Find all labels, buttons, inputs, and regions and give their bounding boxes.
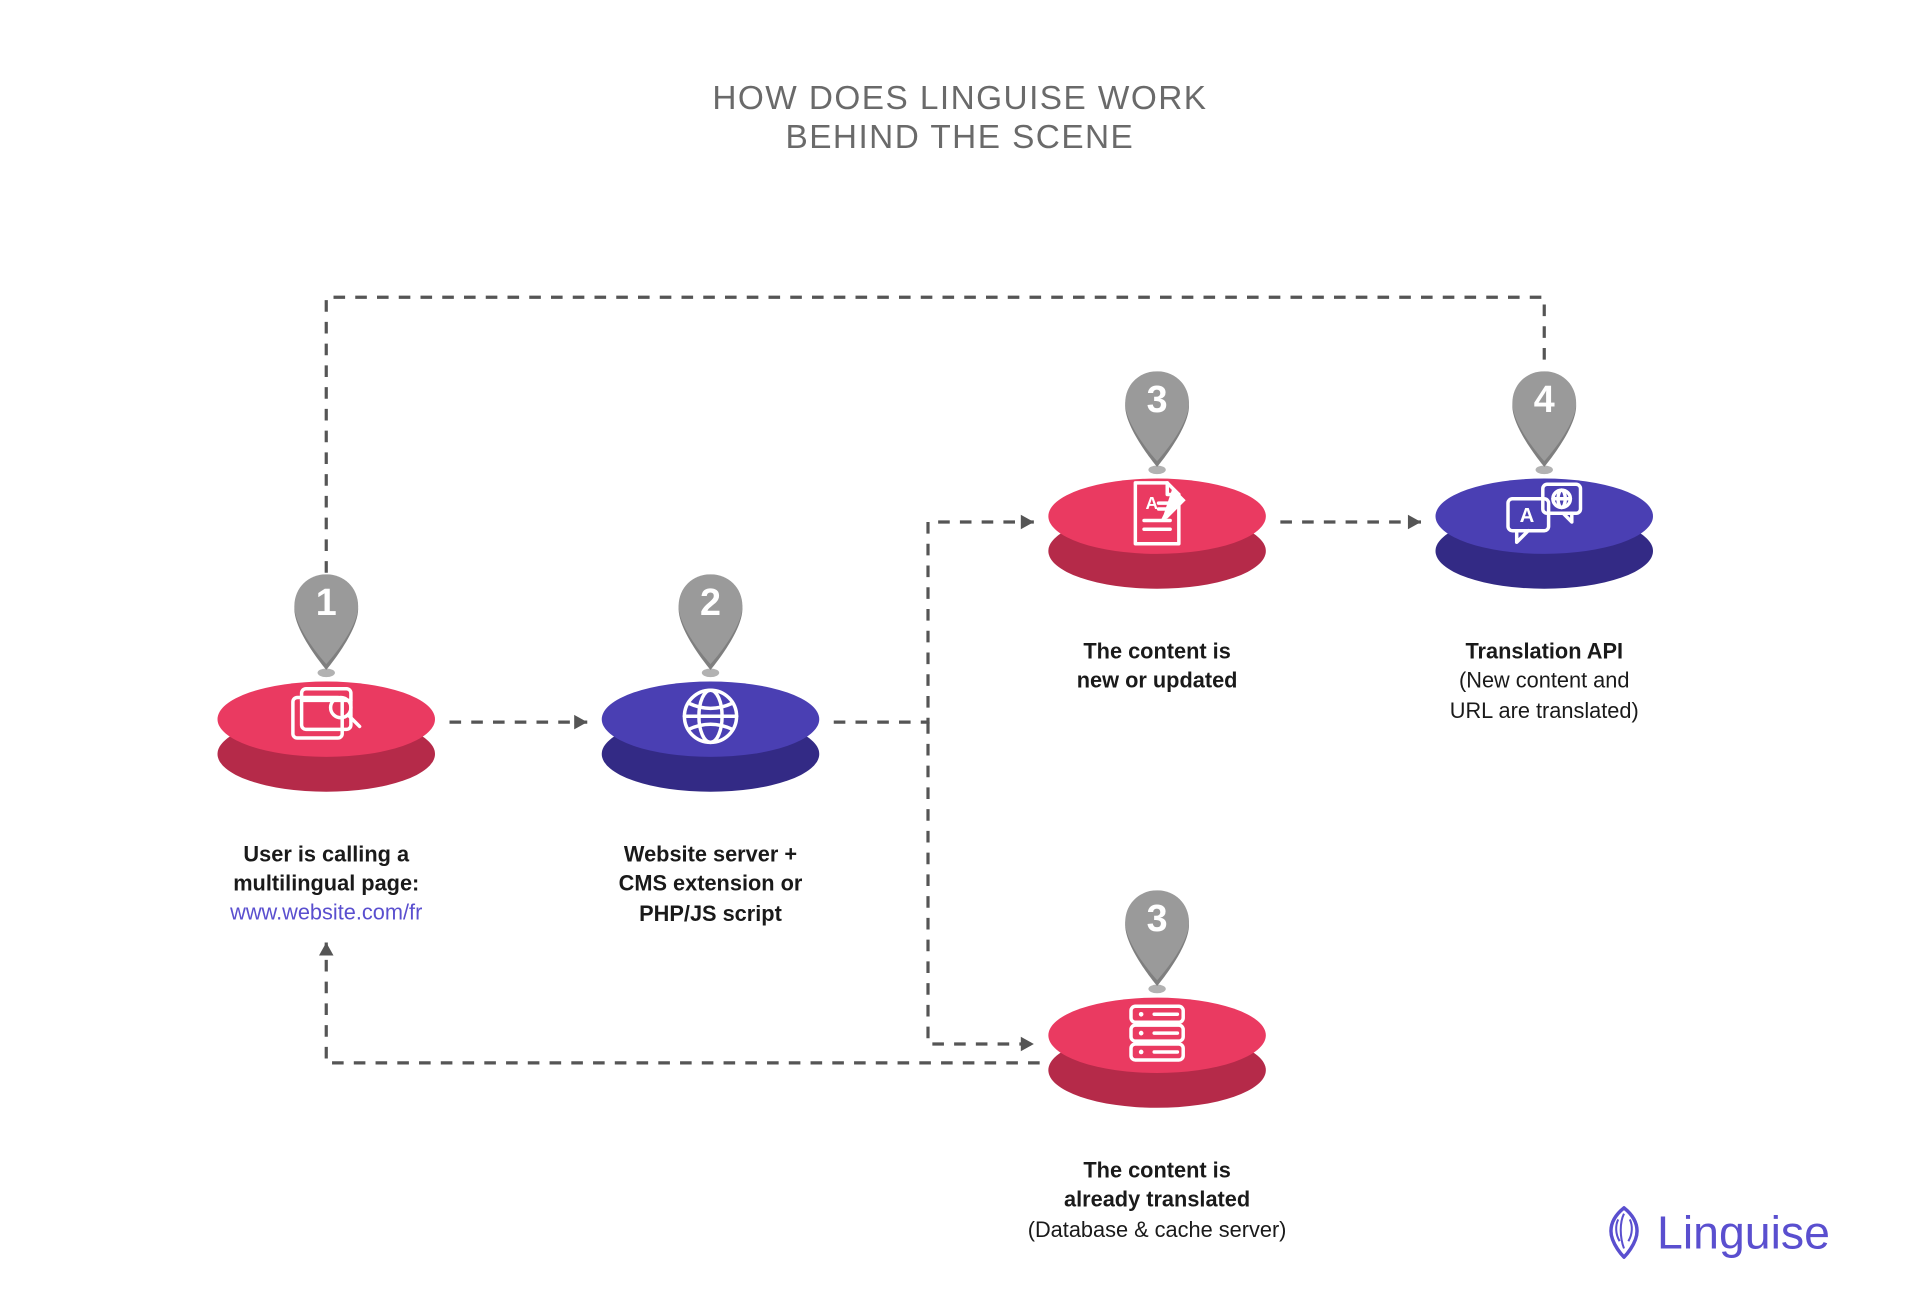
caption-plain-line: (Database & cache server) bbox=[998, 1216, 1317, 1245]
step-number: 3 bbox=[1119, 377, 1194, 422]
logo-text: Linguise bbox=[1657, 1206, 1830, 1260]
caption-plain-line: URL are translated) bbox=[1385, 697, 1704, 726]
brand-logo: Linguise bbox=[1602, 1205, 1830, 1260]
node-disc-step1 bbox=[218, 682, 436, 813]
caption-bold-line: already translated bbox=[998, 1186, 1317, 1215]
caption-bold-line: multilingual page: bbox=[167, 870, 486, 899]
svg-text:A: A bbox=[1520, 505, 1535, 527]
connector-arrow-2 bbox=[1021, 1037, 1034, 1052]
connector-arrow-0 bbox=[574, 715, 587, 730]
connector-2 bbox=[928, 722, 1034, 1044]
caption-bold-line: The content is bbox=[998, 1157, 1317, 1186]
node-caption-step3b: The content isalready translated(Databas… bbox=[998, 1157, 1317, 1245]
caption-bold-line: CMS extension or bbox=[551, 870, 870, 899]
caption-bold-line: PHP/JS script bbox=[551, 900, 870, 929]
step-number: 3 bbox=[1119, 896, 1194, 941]
page-title: HOW DOES LINGUISE WORK BEHIND THE SCENE bbox=[0, 78, 1920, 156]
node-disc-step2 bbox=[602, 682, 820, 813]
step-pin-step1: 1 bbox=[289, 574, 364, 678]
caption-url: www.website.com/fr bbox=[167, 900, 486, 925]
server-icon bbox=[1048, 989, 1266, 1076]
connector-arrow-1 bbox=[1021, 515, 1034, 530]
step-pin-step4: 4 bbox=[1507, 371, 1582, 475]
step-number: 2 bbox=[673, 580, 748, 625]
browser-search-icon bbox=[218, 673, 436, 760]
step-pin-step3b: 3 bbox=[1119, 890, 1194, 994]
doc-edit-icon: A bbox=[1048, 470, 1266, 557]
svg-text:A: A bbox=[1146, 493, 1159, 513]
step-pin-step2: 2 bbox=[673, 574, 748, 678]
node-caption-step2: Website server +CMS extension orPHP/JS s… bbox=[551, 841, 870, 929]
node-caption-step3a: The content isnew or updated bbox=[998, 638, 1317, 697]
title-line-1: HOW DOES LINGUISE WORK bbox=[0, 78, 1920, 117]
step-pin-step3a: 3 bbox=[1119, 371, 1194, 475]
caption-bold-line: The content is bbox=[998, 638, 1317, 667]
title-line-2: BEHIND THE SCENE bbox=[0, 117, 1920, 156]
chat-translate-icon: A bbox=[1436, 470, 1654, 557]
connector-4 bbox=[326, 297, 1544, 667]
connector-5 bbox=[326, 943, 1039, 1063]
connector-arrow-3 bbox=[1408, 515, 1421, 530]
caption-bold-line: new or updated bbox=[998, 667, 1317, 696]
diagram-canvas: HOW DOES LINGUISE WORK BEHIND THE SCENE … bbox=[0, 0, 1920, 1301]
node-disc-step3b bbox=[1048, 998, 1266, 1129]
node-caption-step1: User is calling amultilingual page:www.w… bbox=[167, 841, 486, 924]
connector-arrow-5 bbox=[319, 943, 334, 956]
caption-bold-line: User is calling a bbox=[167, 841, 486, 870]
node-disc-step3a: A bbox=[1048, 479, 1266, 609]
node-caption-step4: Translation API(New content andURL are t… bbox=[1385, 638, 1704, 726]
globe-icon bbox=[602, 673, 820, 760]
caption-plain-line: (New content and bbox=[1385, 667, 1704, 696]
step-number: 4 bbox=[1507, 377, 1582, 422]
caption-bold-line: Website server + bbox=[551, 841, 870, 870]
node-disc-step4: A bbox=[1436, 479, 1654, 609]
step-number: 1 bbox=[289, 580, 364, 625]
logo-mark-icon bbox=[1602, 1205, 1646, 1260]
caption-bold-line: Translation API bbox=[1385, 638, 1704, 667]
